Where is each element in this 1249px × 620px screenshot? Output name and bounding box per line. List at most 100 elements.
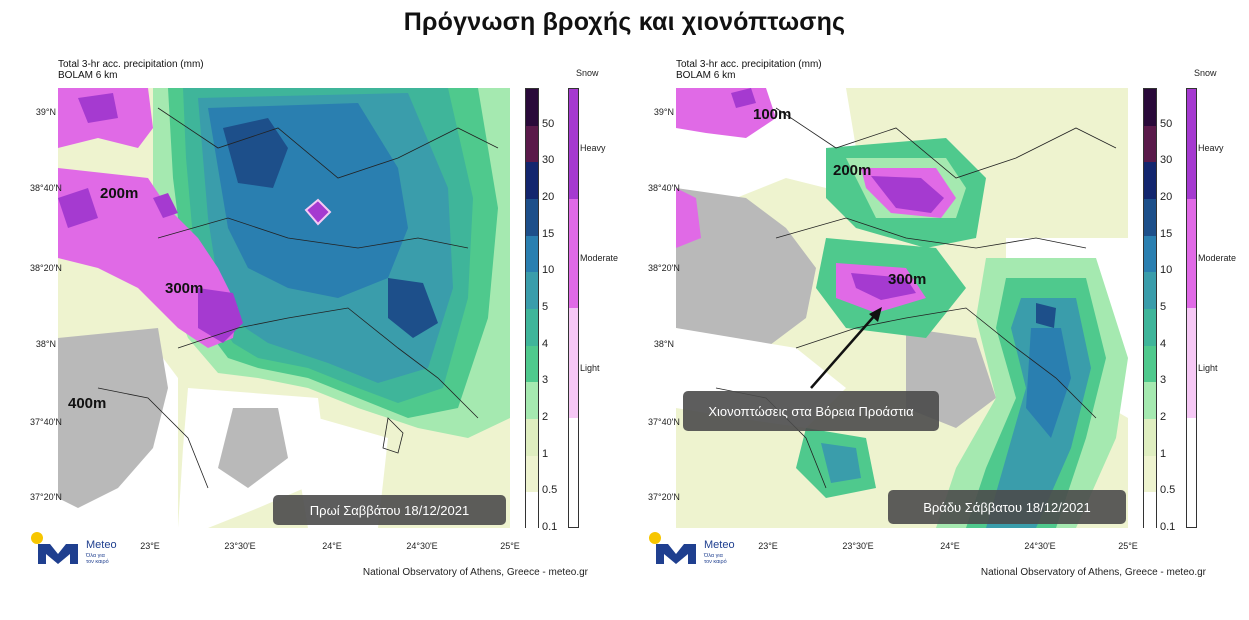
colorbar-label: 0.1 <box>1160 521 1176 533</box>
colorbar-label: 3 <box>542 374 549 387</box>
snow-segment <box>1187 308 1196 418</box>
colorbar-label: 15 <box>1160 227 1173 240</box>
colorbar-segment <box>526 492 538 529</box>
colorbar-segment <box>1144 418 1156 456</box>
sun-icon <box>31 532 43 544</box>
lat-tick: 38°20'N <box>30 263 62 273</box>
lat-tick: 38°40'N <box>648 183 680 193</box>
svg-text:Όλα για: Όλα για <box>85 553 106 559</box>
logo-name: Meteo <box>704 539 735 551</box>
colorbar-segment <box>526 125 538 163</box>
svg-text:Όλα για: Όλα για <box>703 553 724 559</box>
colorbar-label: 30 <box>1160 154 1173 167</box>
meteo-logo: Meteo Όλα για τον καιρό <box>649 532 735 565</box>
precipitation-map <box>676 88 1128 528</box>
snow-label-heavy: Heavy <box>1198 143 1224 153</box>
snow-label-light: Light <box>1198 363 1218 373</box>
lon-tick: 24°30'E <box>1024 541 1056 551</box>
colorbar-label: 5 <box>542 301 549 313</box>
altitude-label: 200m <box>833 162 872 179</box>
lat-tick: 38°20'N <box>648 263 680 273</box>
map-header: Total 3-hr acc. precipitation (mm) BOLAM… <box>676 59 822 81</box>
snow-segment <box>569 198 578 308</box>
snow-label-moderate: Moderate <box>1198 253 1237 263</box>
colorbar-label: 10 <box>1160 264 1173 277</box>
colorbar-segment <box>526 308 538 346</box>
colorbar-segment <box>526 272 538 309</box>
altitude-label: 300m <box>888 271 927 288</box>
colorbar-label: 0.1 <box>542 521 558 533</box>
colorbar-segment <box>1144 345 1156 383</box>
meteo-logo: Meteo Όλα για τον καιρό <box>31 532 117 565</box>
precipitation-colorbar <box>525 88 539 529</box>
lat-tick: 37°20'N <box>30 492 62 502</box>
lat-tick: 38°40'N <box>30 183 62 193</box>
colorbar-label: 2 <box>1160 411 1167 423</box>
colorbar-segment <box>526 345 538 383</box>
lon-tick: 24°30'E <box>406 541 438 551</box>
colorbar-segment <box>1144 455 1156 493</box>
colorbar-segment <box>526 418 538 456</box>
map-header: Total 3-hr acc. precipitation (mm) BOLAM… <box>58 59 204 81</box>
colorbar-segment <box>526 382 538 419</box>
lat-tick: 37°40'N <box>648 417 680 427</box>
snow-segment <box>1187 89 1196 199</box>
snow-segment <box>569 89 578 199</box>
lon-tick: 24°E <box>940 541 960 551</box>
credit-text: National Observatory of Athens, Greece -… <box>980 567 1206 578</box>
page-title: Πρόγνωση βροχής και χιονόπτωσης <box>403 8 846 36</box>
lon-tick: 23°E <box>758 541 778 551</box>
colorbar-label: 1 <box>1160 447 1167 460</box>
sun-icon <box>649 532 661 544</box>
altitude-label: 200m <box>100 185 139 202</box>
colorbar-label: 50 <box>542 117 555 130</box>
colorbar-label: 0.5 <box>1160 484 1176 497</box>
lat-tick: 37°40'N <box>30 417 62 427</box>
colorbar-segment <box>1144 162 1156 199</box>
logo-name: Meteo <box>86 539 117 551</box>
lat-tick: 39°N <box>35 107 56 117</box>
credit-text: National Observatory of Athens, Greece -… <box>362 567 588 578</box>
colorbar-segment <box>1144 89 1156 126</box>
altitude-label: 400m <box>68 395 107 412</box>
colorbar-label: 3 <box>1160 374 1167 387</box>
lon-tick: 23°30'E <box>224 541 256 551</box>
snow-legend-title: Snow <box>576 68 599 78</box>
precipitation-colorbar <box>1143 88 1157 529</box>
lon-tick: 24°E <box>322 541 342 551</box>
svg-text:τον καιρό: τον καιρό <box>704 558 727 565</box>
map-panel-evening: Total 3-hr acc. precipitation (mm) BOLAM… <box>648 55 1238 595</box>
map-panel-morning: Total 3-hr acc. precipitation (mm) BOLAM… <box>30 55 620 595</box>
snow-segment <box>569 308 578 418</box>
colorbar-label: 2 <box>542 411 549 423</box>
colorbar-segment <box>526 162 538 199</box>
snow-segment <box>1187 198 1196 308</box>
colorbar-label: 0.5 <box>542 484 558 497</box>
snow-label-moderate: Moderate <box>580 253 619 263</box>
snow-segment <box>1187 417 1196 527</box>
colorbar-segment <box>1144 198 1156 236</box>
colorbar-segment <box>1144 308 1156 346</box>
snow-segment <box>569 417 578 527</box>
colorbar-label: 4 <box>542 337 549 350</box>
precipitation-map <box>58 88 510 528</box>
colorbar-segment <box>1144 382 1156 419</box>
colorbar-label: 15 <box>542 227 555 240</box>
time-caption: Πρωί Σαββάτου 18/12/2021 <box>273 495 506 525</box>
colorbar-segment <box>526 235 538 273</box>
altitude-label: 100m <box>753 106 792 123</box>
colorbar-segment <box>1144 492 1156 529</box>
header-model: BOLAM 6 km <box>676 70 736 81</box>
colorbar-segment <box>1144 272 1156 309</box>
snow-label-heavy: Heavy <box>580 143 606 153</box>
time-caption: Βράδυ Σάββατου 18/12/2021 <box>888 490 1126 524</box>
lat-tick: 38°N <box>35 339 56 349</box>
snow-colorbar <box>568 88 579 528</box>
lon-tick: 23°E <box>140 541 160 551</box>
header-variable: Total 3-hr acc. precipitation (mm) <box>58 59 204 70</box>
altitude-label: 300m <box>165 280 204 297</box>
colorbar-segment <box>1144 125 1156 163</box>
header-variable: Total 3-hr acc. precipitation (mm) <box>676 59 822 70</box>
header-model: BOLAM 6 km <box>58 70 118 81</box>
colorbar-label: 10 <box>542 264 555 277</box>
